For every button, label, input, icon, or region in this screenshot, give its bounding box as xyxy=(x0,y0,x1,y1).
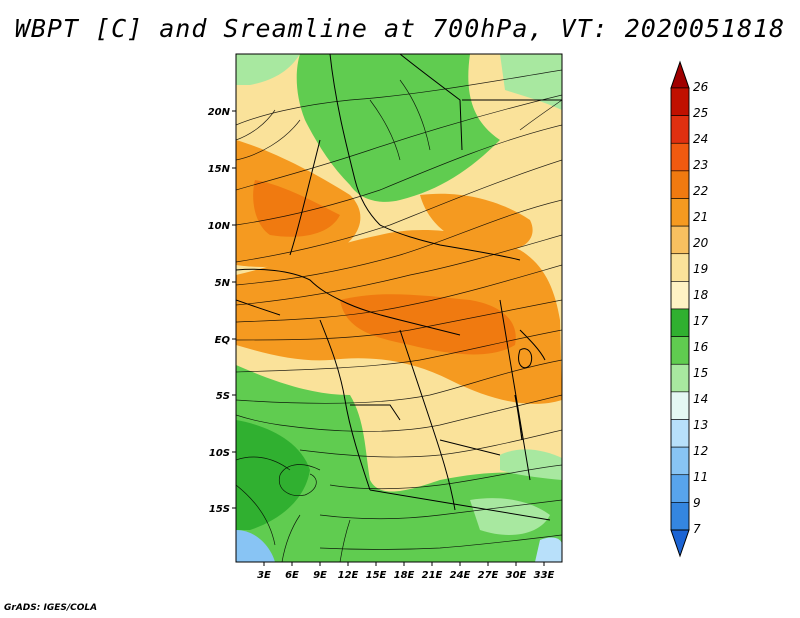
chart-title: WBPT [C] and Sreamline at 700hPa, VT: 20… xyxy=(14,14,786,43)
colorbar-label-26: 26 xyxy=(693,80,709,94)
lat-label-5n: 5N xyxy=(215,278,231,289)
field-zone-sw-blue xyxy=(236,530,275,562)
country-borders xyxy=(236,54,562,521)
field-zone-se-blue xyxy=(535,537,562,562)
colorbar-swatch xyxy=(670,225,690,255)
colorbar-label-11: 11 xyxy=(693,470,708,484)
field-zone-ne-green xyxy=(500,54,562,110)
lon-label-6e: 6E xyxy=(285,570,299,581)
colorbar-label-20: 20 xyxy=(693,236,709,250)
colorbar-label-13: 13 xyxy=(693,418,708,432)
colorbar-swatch xyxy=(670,419,690,448)
colorbar-label-16: 16 xyxy=(693,340,709,354)
lon-axis: 3E 6E 9E 12E 15E 18E 21E 24E 27E 30E 33E xyxy=(257,562,555,581)
lat-label-5s: 5S xyxy=(216,391,230,402)
field-zone-c-deep xyxy=(340,294,516,355)
colorbar-swatch xyxy=(670,363,690,393)
lon-label-27e: 27E xyxy=(478,570,499,581)
colorbar-bottom-arrow xyxy=(670,529,690,558)
field-zone-w-deep xyxy=(253,180,340,237)
colorbar-swatch xyxy=(670,502,690,531)
colorbar-swatch xyxy=(670,170,690,199)
lat-label-15s: 15S xyxy=(209,504,230,515)
colorbar: 26 25 24 23 22 21 20 19 18 17 16 15 14 1… xyxy=(670,60,709,558)
lon-label-21e: 21E xyxy=(422,570,443,581)
colorbar-swatch xyxy=(670,446,690,476)
colorbar-swatch xyxy=(670,198,690,227)
colorbar-swatch xyxy=(670,336,690,365)
colorbar-label-22: 22 xyxy=(693,184,708,198)
lon-label-18e: 18E xyxy=(394,570,415,581)
colorbar-swatch xyxy=(670,142,690,172)
lon-label-12e: 12E xyxy=(338,570,359,581)
field-zone-nw-green xyxy=(236,54,300,85)
lat-label-20n: 20N xyxy=(208,107,231,118)
lon-label-30e: 30E xyxy=(506,570,527,581)
field-zone-ne-orange xyxy=(420,193,533,251)
lon-label-15e: 15E xyxy=(366,570,387,581)
credit-text: GrADS: IGES/COLA xyxy=(4,603,98,613)
colorbar-swatch xyxy=(670,87,690,116)
colorbar-label-18: 18 xyxy=(693,288,709,302)
colorbar-label-23: 23 xyxy=(693,158,708,172)
colorbar-swatch xyxy=(670,391,690,420)
colorbar-swatch xyxy=(670,308,690,337)
colorbar-label-17: 17 xyxy=(693,314,709,328)
lat-label-eq: EQ xyxy=(215,335,231,346)
lake-tanganyika xyxy=(514,394,523,441)
colorbar-label-12: 12 xyxy=(693,444,708,458)
colorbar-label-21: 21 xyxy=(693,210,708,224)
lake-victoria xyxy=(518,348,533,369)
colorbar-label-24: 24 xyxy=(693,132,708,146)
wbpt-field xyxy=(236,54,562,562)
streamlines xyxy=(236,69,562,562)
lat-label-15n: 15N xyxy=(208,164,231,175)
lat-label-10s: 10S xyxy=(209,448,230,459)
lat-axis: 20N 15N 10N 5N EQ 5S 10S 15S xyxy=(208,107,236,515)
colorbar-swatch xyxy=(670,253,690,282)
colorbar-label-7: 7 xyxy=(693,522,701,536)
colorbar-swatch xyxy=(670,115,690,144)
lon-label-24e: 24E xyxy=(450,570,471,581)
lon-label-33e: 33E xyxy=(534,570,555,581)
colorbar-label-25: 25 xyxy=(693,106,708,120)
colorbar-swatch xyxy=(670,281,690,310)
colorbar-label-15: 15 xyxy=(693,366,708,380)
lon-label-3e: 3E xyxy=(257,570,271,581)
lat-label-10n: 10N xyxy=(208,221,231,232)
colorbar-swatch xyxy=(670,474,690,503)
colorbar-top-arrow xyxy=(670,60,690,89)
field-zone-n-green xyxy=(296,54,500,202)
colorbar-label-14: 14 xyxy=(693,392,708,406)
field-zone-s-light xyxy=(470,498,550,535)
colorbar-label-9: 9 xyxy=(693,496,701,510)
colorbar-label-19: 19 xyxy=(693,262,708,276)
map-frame xyxy=(235,53,563,563)
lon-label-9e: 9E xyxy=(313,570,327,581)
